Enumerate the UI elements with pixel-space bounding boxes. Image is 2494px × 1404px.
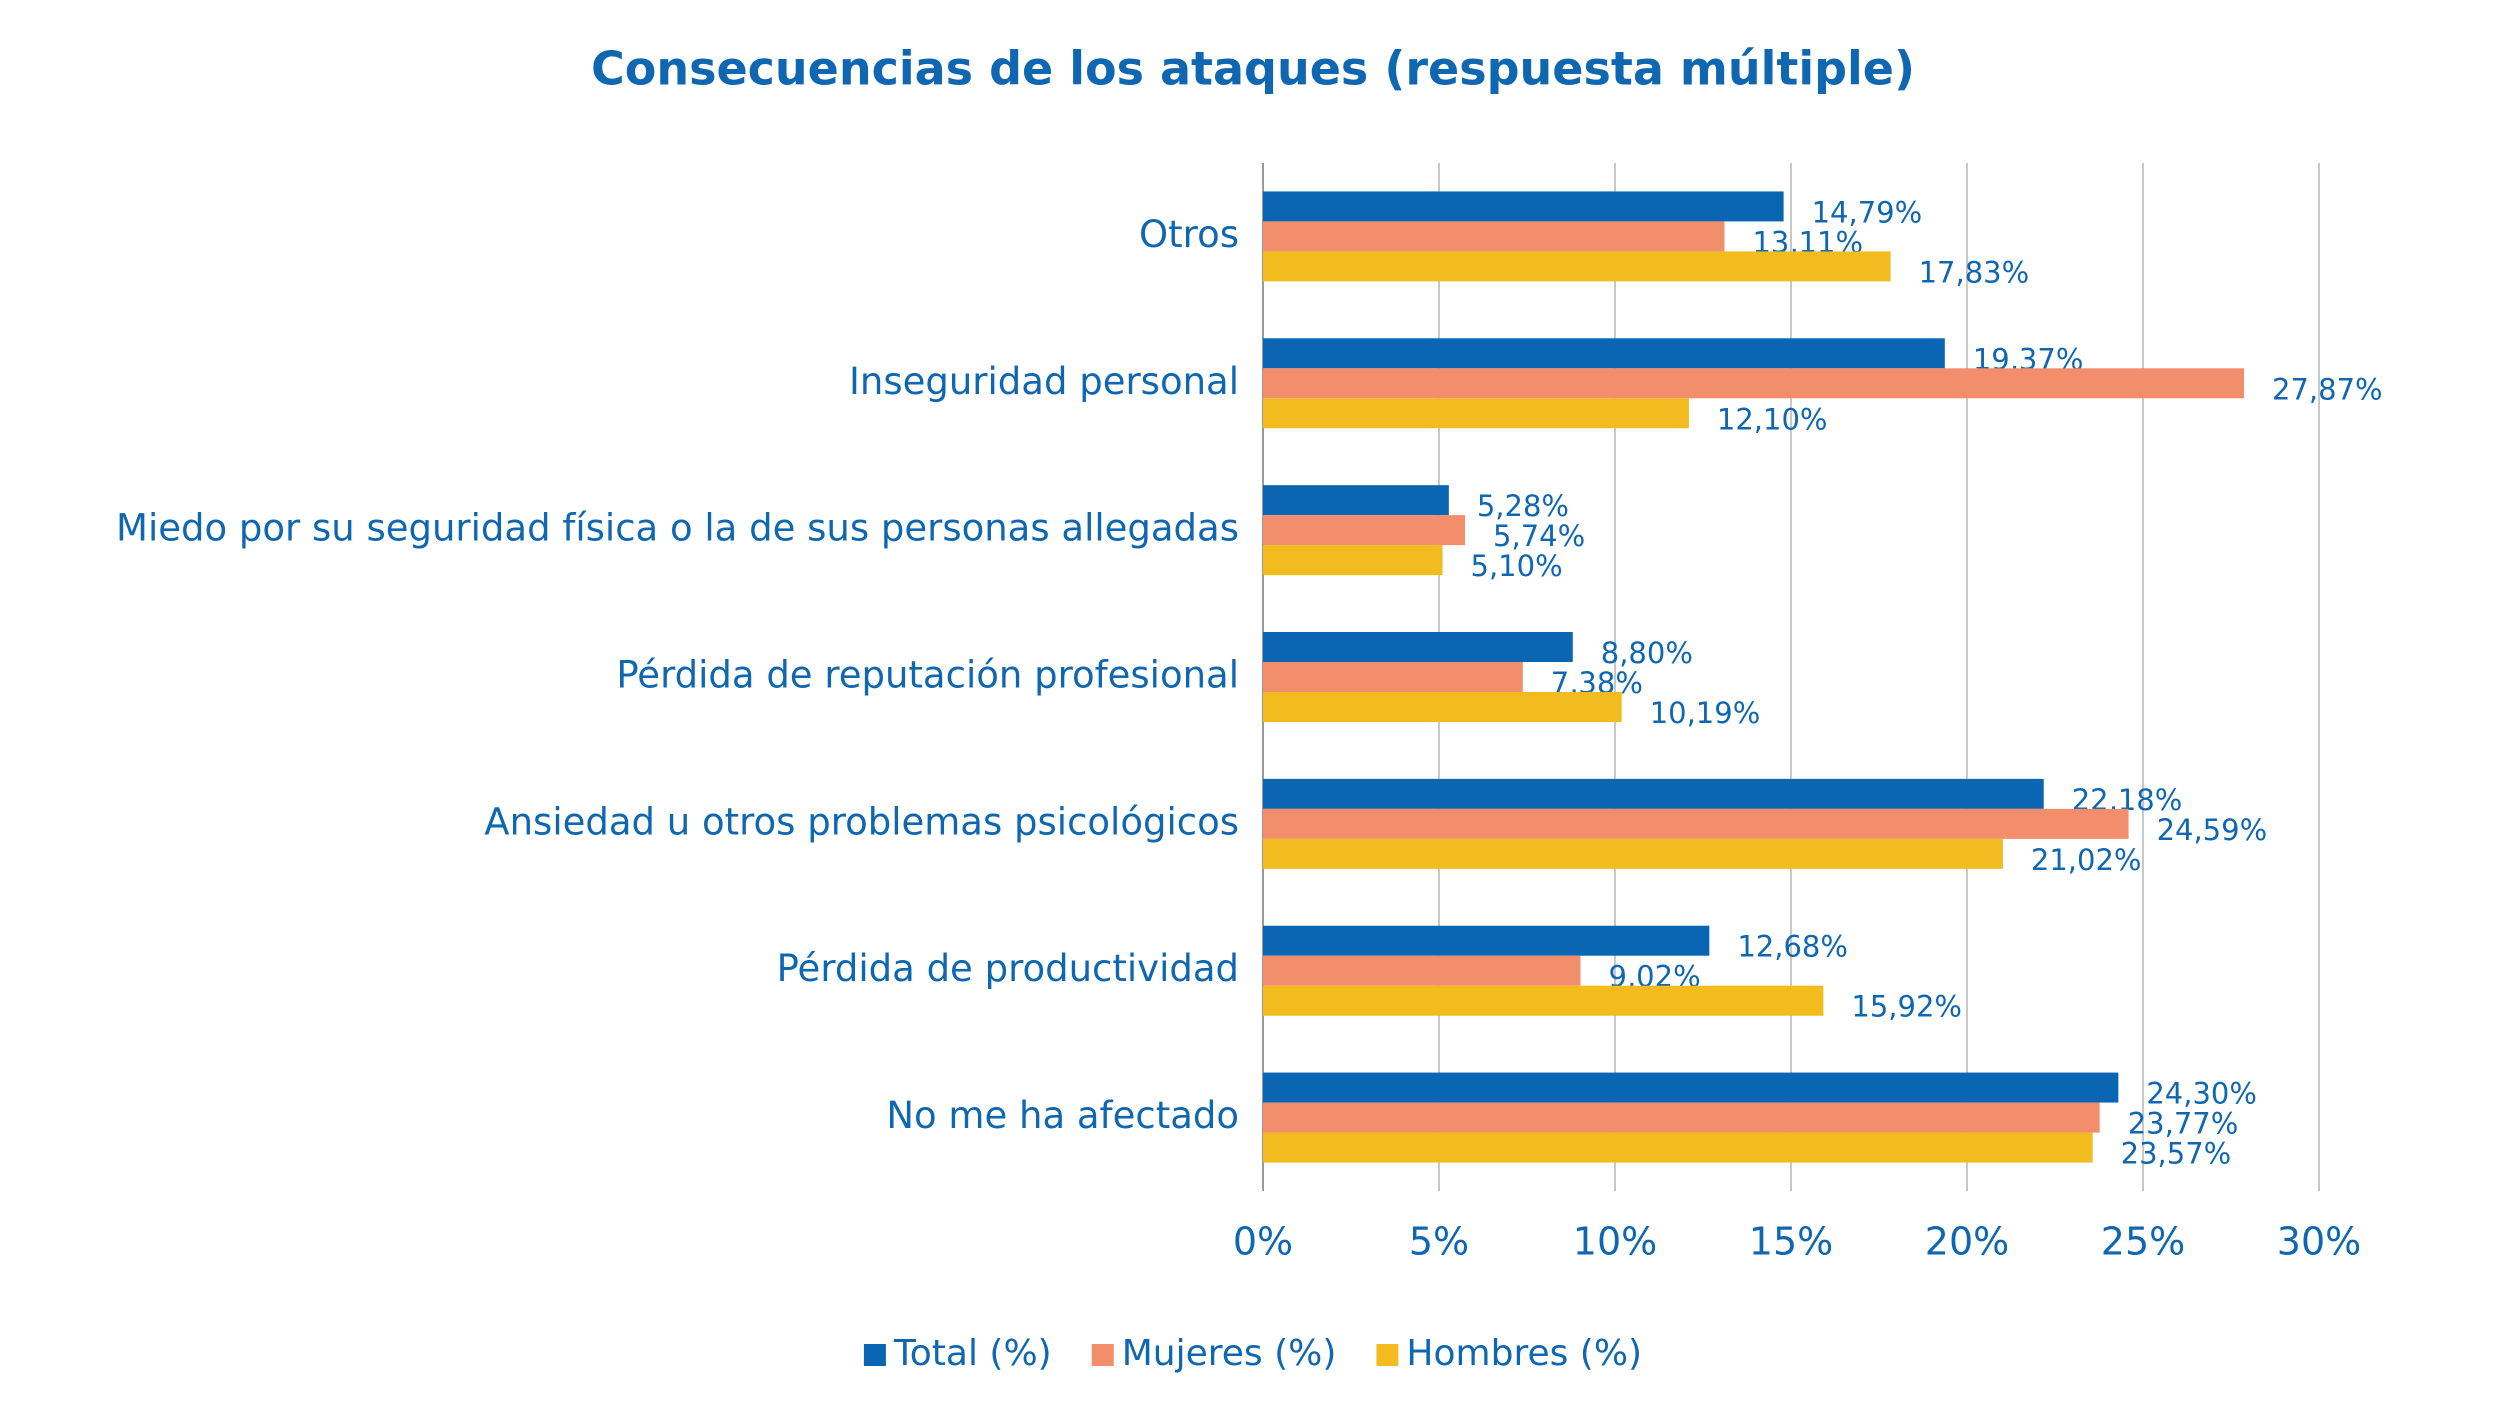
value-label: 5,10%	[1471, 549, 1563, 583]
bar	[1263, 692, 1622, 722]
bar	[1263, 398, 1689, 429]
x-tick-label: 10%	[1573, 1220, 1657, 1264]
y-tick-label: Inseguridad personal	[849, 360, 1239, 403]
value-label: 10,19%	[1650, 696, 1761, 730]
y-tick-label: Ansiedad u otros problemas psicológicos	[484, 800, 1239, 843]
bar	[1263, 515, 1466, 546]
bar	[1263, 985, 1824, 1016]
bar	[1263, 662, 1523, 692]
x-tick-label: 0%	[1233, 1220, 1293, 1264]
legend-label: Mujeres (%)	[1122, 1333, 1337, 1374]
x-tick-label: 20%	[1925, 1220, 2009, 1264]
x-tick-label: 25%	[2101, 1220, 2185, 1264]
x-tick-label: 30%	[2277, 1220, 2361, 1264]
bar	[1263, 1102, 2100, 1133]
bar	[1263, 368, 2245, 399]
y-tick-label: Otros	[1139, 213, 1239, 256]
bar	[1263, 545, 1443, 576]
value-label: 5,74%	[1493, 519, 1585, 553]
bar	[1263, 191, 1784, 222]
bar	[1263, 632, 1573, 662]
legend-swatch	[1091, 1344, 1114, 1366]
value-label: 23,57%	[2121, 1137, 2232, 1171]
chart-title: Consecuencias de los ataques (respuesta …	[591, 42, 1915, 96]
value-label: 8,80%	[1601, 636, 1693, 670]
bar	[1263, 1072, 2119, 1103]
bar	[1263, 955, 1581, 986]
y-tick-label: Miedo por su seguridad física o la de su…	[116, 507, 1239, 550]
value-label: 21,02%	[2031, 843, 2142, 877]
y-tick-label: Pérdida de productividad	[777, 947, 1239, 990]
bar	[1263, 221, 1725, 252]
legend-swatch	[863, 1344, 886, 1366]
bar	[1263, 485, 1449, 516]
value-label: 17,83%	[1919, 255, 2030, 289]
value-label: 12,68%	[1737, 930, 1848, 964]
value-label: 14,79%	[1812, 195, 1923, 229]
legend-swatch	[1376, 1344, 1399, 1366]
value-label: 5,28%	[1477, 489, 1569, 523]
x-tick-label: 15%	[1749, 1220, 1833, 1264]
value-label: 27,87%	[2272, 372, 2383, 406]
legend-label: Hombres (%)	[1406, 1333, 1642, 1374]
x-tick-label: 5%	[1409, 1220, 1469, 1264]
legend-label: Total (%)	[893, 1333, 1052, 1374]
bar	[1263, 925, 1710, 956]
y-tick-label: No me ha afectado	[886, 1094, 1239, 1137]
y-tick-label: Pérdida de reputación profesional	[616, 654, 1239, 697]
bar	[1263, 1132, 2093, 1163]
bar	[1263, 251, 1891, 282]
bar	[1263, 808, 2129, 839]
bar	[1263, 838, 2003, 869]
value-label: 23,77%	[2128, 1107, 2239, 1141]
value-label: 15,92%	[1851, 990, 1962, 1024]
value-label: 24,30%	[2146, 1077, 2257, 1111]
bar	[1263, 778, 2044, 809]
value-label: 24,59%	[2157, 813, 2268, 847]
value-label: 12,10%	[1717, 402, 1828, 436]
bar	[1263, 338, 1945, 369]
